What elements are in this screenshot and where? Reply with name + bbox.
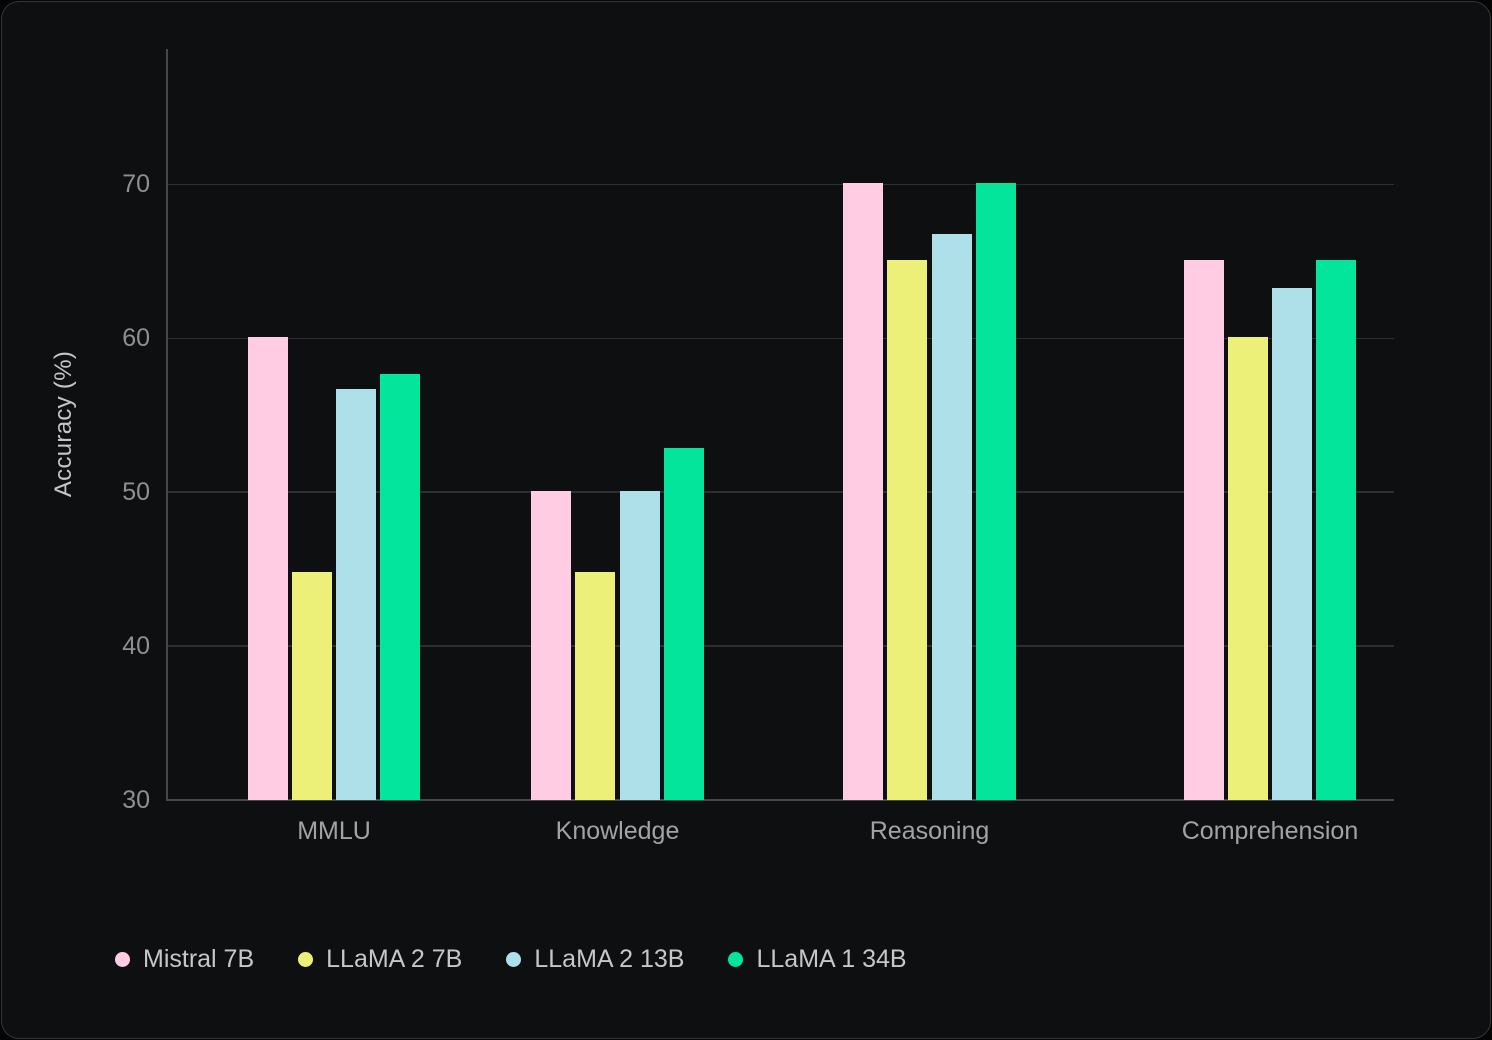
y-axis-line <box>166 49 168 800</box>
y-tick-label-50: 50 <box>122 478 150 507</box>
bar-llama-2-13b-reasoning[interactable] <box>931 233 972 800</box>
x-category-label-knowledge: Knowledge <box>555 817 680 845</box>
bar-llama-2-7b-knowledge[interactable] <box>575 572 616 800</box>
legend-item-llama-2-13b[interactable]: LLaMA 2 13B <box>506 945 684 974</box>
legend-label-llama-2-13b: LLaMA 2 13B <box>534 945 685 973</box>
legend-dot-llama-1-34b <box>728 952 744 967</box>
bar-llama-1-34b-mmlu[interactable] <box>380 373 421 800</box>
bar-llama-2-13b-knowledge[interactable] <box>619 490 660 800</box>
y-tick-label-70: 70 <box>122 170 150 199</box>
y-tick-label-40: 40 <box>122 632 150 661</box>
y-axis-title-text: Accuracy (%) <box>50 350 77 498</box>
legend-label-mistral-7b: Mistral 7B <box>143 945 255 973</box>
x-category-label-mmlu: MMLU <box>297 817 371 845</box>
x-category-label-comprehension: Comprehension <box>1181 817 1359 845</box>
legend-item-mistral-7b[interactable]: Mistral 7B <box>115 945 254 974</box>
bar-mistral-7b-reasoning[interactable] <box>843 182 883 800</box>
bar-llama-2-7b-comprehension[interactable] <box>1227 336 1268 800</box>
bar-llama-1-34b-comprehension[interactable] <box>1316 259 1357 800</box>
y-tick-label-60: 60 <box>122 324 150 353</box>
bar-mistral-7b-comprehension[interactable] <box>1183 259 1224 800</box>
legend-label-llama-2-7b: LLaMA 2 7B <box>326 945 463 973</box>
chart-legend: Mistral 7B LLaMA 2 7B LLaMA 2 13B LLaMA 1 3… <box>115 943 907 976</box>
bar-llama-2-7b-mmlu[interactable] <box>291 572 332 800</box>
y-tick-label-30: 30 <box>122 786 150 814</box>
bar-mistral-7b-mmlu[interactable] <box>247 336 288 800</box>
gridline-50 <box>168 491 1394 493</box>
legend-label-llama-1-34b: LLaMA 1 34B <box>756 945 907 973</box>
bar-llama-2-7b-reasoning[interactable] <box>887 259 928 800</box>
bar-llama-2-13b-comprehension[interactable] <box>1272 287 1313 800</box>
x-category-label-reasoning: Reasoning <box>869 817 990 845</box>
legend-dot-mistral-7b <box>115 952 130 967</box>
x-axis-line <box>166 799 1394 801</box>
bar-mistral-7b-knowledge[interactable] <box>531 490 571 800</box>
legend-item-llama-1-34b[interactable]: LLaMA 1 34B <box>728 945 907 974</box>
legend-dot-llama-2-7b <box>298 952 314 967</box>
legend-dot-llama-2-13b <box>506 952 522 967</box>
legend-item-llama-2-7b[interactable]: LLaMA 2 7B <box>298 945 462 974</box>
bar-llama-2-13b-mmlu[interactable] <box>336 389 377 800</box>
gridline-60 <box>168 337 1394 340</box>
bar-llama-1-34b-knowledge[interactable] <box>663 447 704 800</box>
gridline-70 <box>168 183 1394 186</box>
gridline-40 <box>168 645 1394 647</box>
bar-llama-1-34b-reasoning[interactable] <box>975 182 1016 800</box>
